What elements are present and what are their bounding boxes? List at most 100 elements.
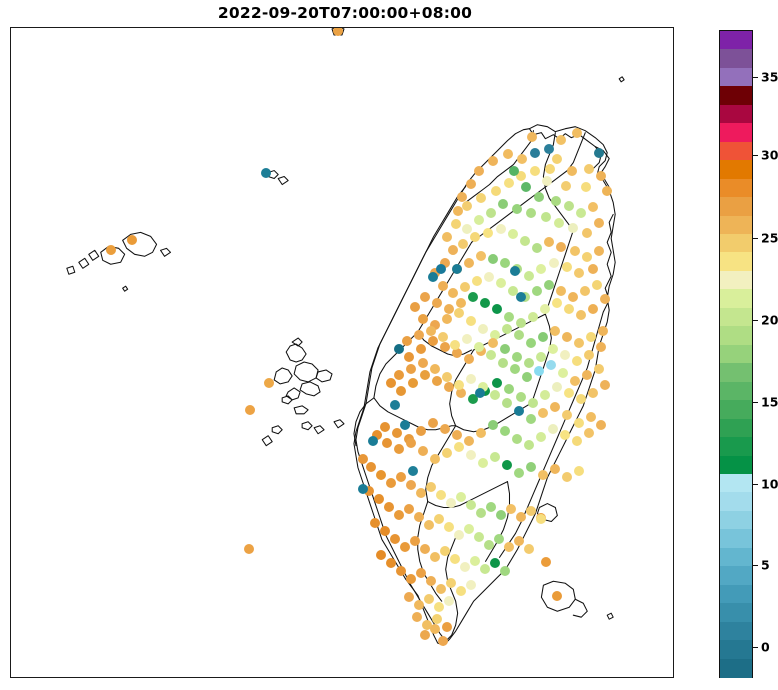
station-point[interactable] — [595, 419, 607, 431]
station-point[interactable] — [525, 505, 537, 517]
station-point[interactable] — [429, 453, 441, 465]
station-point[interactable] — [493, 533, 505, 545]
station-point[interactable] — [519, 235, 531, 247]
station-point[interactable] — [105, 244, 117, 256]
station-point[interactable] — [433, 601, 445, 613]
station-point[interactable] — [501, 397, 513, 409]
station-point[interactable] — [453, 379, 465, 391]
station-point[interactable] — [482, 227, 494, 239]
station-point[interactable] — [441, 621, 453, 633]
station-point[interactable] — [551, 590, 563, 602]
station-point[interactable] — [437, 635, 449, 647]
station-point[interactable] — [357, 483, 369, 495]
station-point[interactable] — [425, 575, 437, 587]
station-point[interactable] — [516, 153, 528, 165]
station-point[interactable] — [535, 431, 547, 443]
station-point[interactable] — [475, 192, 487, 204]
station-point[interactable] — [599, 293, 611, 305]
station-point[interactable] — [560, 180, 572, 192]
station-point[interactable] — [573, 417, 585, 429]
station-point[interactable] — [417, 357, 429, 369]
station-point[interactable] — [489, 451, 501, 463]
station-point[interactable] — [593, 147, 605, 159]
station-point[interactable] — [449, 339, 461, 351]
station-point[interactable] — [391, 427, 403, 439]
station-point[interactable] — [549, 463, 561, 475]
station-point[interactable] — [452, 205, 464, 217]
station-point[interactable] — [441, 447, 453, 459]
station-point[interactable] — [425, 325, 437, 337]
station-point[interactable] — [595, 341, 607, 353]
station-point[interactable] — [474, 387, 486, 399]
station-point[interactable] — [581, 369, 593, 381]
station-point[interactable] — [591, 279, 603, 291]
station-point[interactable] — [595, 170, 607, 182]
station-point[interactable] — [531, 242, 543, 254]
station-point[interactable] — [507, 228, 519, 240]
station-point[interactable] — [497, 357, 509, 369]
station-point[interactable] — [579, 285, 591, 297]
station-point[interactable] — [537, 331, 549, 343]
station-point[interactable] — [401, 335, 413, 347]
station-point[interactable] — [529, 165, 541, 177]
station-point[interactable] — [445, 577, 457, 589]
station-point[interactable] — [555, 134, 567, 146]
station-point[interactable] — [548, 257, 560, 269]
station-point[interactable] — [511, 351, 523, 363]
station-point[interactable] — [489, 389, 501, 401]
station-point[interactable] — [583, 427, 595, 439]
station-point[interactable] — [563, 303, 575, 315]
station-point[interactable] — [465, 178, 477, 190]
station-point[interactable] — [465, 499, 477, 511]
station-point[interactable] — [405, 363, 417, 375]
station-point[interactable] — [503, 541, 515, 553]
station-point[interactable] — [487, 253, 499, 265]
station-point[interactable] — [553, 217, 565, 229]
station-point[interactable] — [407, 377, 419, 389]
station-point[interactable] — [495, 223, 507, 235]
station-point[interactable] — [365, 461, 377, 473]
station-point[interactable] — [585, 331, 597, 343]
station-point[interactable] — [407, 465, 419, 477]
station-point[interactable] — [461, 223, 473, 235]
station-point[interactable] — [461, 200, 473, 212]
station-point[interactable] — [581, 227, 593, 239]
station-point[interactable] — [483, 271, 495, 283]
station-point[interactable] — [369, 517, 381, 529]
station-point[interactable] — [453, 441, 465, 453]
station-point[interactable] — [385, 377, 397, 389]
station-point[interactable] — [483, 539, 495, 551]
station-point[interactable] — [495, 509, 507, 521]
station-point[interactable] — [551, 297, 563, 309]
station-point[interactable] — [375, 469, 387, 481]
station-point[interactable] — [543, 236, 555, 248]
station-point[interactable] — [443, 595, 455, 607]
station-point[interactable] — [575, 393, 587, 405]
station-point[interactable] — [499, 343, 511, 355]
station-point[interactable] — [405, 573, 417, 585]
station-point[interactable] — [499, 257, 511, 269]
station-point[interactable] — [513, 467, 525, 479]
station-point[interactable] — [509, 363, 521, 375]
station-point[interactable] — [497, 198, 509, 210]
station-point[interactable] — [443, 381, 455, 393]
station-point[interactable] — [447, 287, 459, 299]
station-point[interactable] — [405, 479, 417, 491]
station-point[interactable] — [533, 191, 545, 203]
station-point[interactable] — [373, 493, 385, 505]
station-point[interactable] — [429, 363, 441, 375]
station-point[interactable] — [450, 218, 462, 230]
station-point[interactable] — [126, 234, 138, 246]
station-point[interactable] — [463, 523, 475, 535]
station-point[interactable] — [593, 245, 605, 257]
station-point[interactable] — [575, 207, 587, 219]
station-point[interactable] — [469, 555, 481, 567]
station-point[interactable] — [523, 439, 535, 451]
station-point[interactable] — [403, 503, 415, 515]
station-point[interactable] — [515, 391, 527, 403]
station-point[interactable] — [569, 245, 581, 257]
station-point[interactable] — [525, 413, 537, 425]
station-point[interactable] — [465, 449, 477, 461]
station-point[interactable] — [385, 477, 397, 489]
station-point[interactable] — [389, 533, 401, 545]
